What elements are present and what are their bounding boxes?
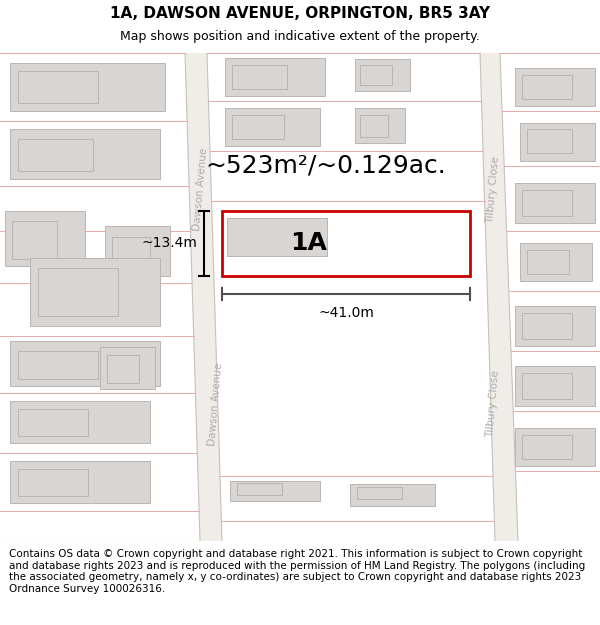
Bar (100, 347, 155, 389)
Bar (357, 487, 402, 499)
Bar (222, 211, 470, 276)
Bar (515, 306, 595, 346)
Bar (237, 483, 282, 495)
Bar (227, 218, 327, 256)
Text: Tilbury Close: Tilbury Close (485, 370, 501, 438)
Bar (522, 75, 572, 99)
Bar (232, 115, 284, 139)
Bar (10, 63, 165, 111)
Bar (520, 243, 592, 281)
Bar (230, 481, 320, 501)
Text: Contains OS data © Crown copyright and database right 2021. This information is : Contains OS data © Crown copyright and d… (9, 549, 585, 594)
Bar (18, 351, 98, 379)
Bar (12, 221, 57, 259)
Bar (18, 139, 93, 171)
Bar (515, 366, 595, 406)
Text: Dawson Avenue: Dawson Avenue (208, 362, 224, 446)
Bar (515, 68, 595, 106)
Bar (522, 373, 572, 399)
Bar (355, 108, 405, 143)
Bar (350, 484, 435, 506)
Bar (10, 401, 150, 443)
Bar (522, 435, 572, 459)
Bar (5, 211, 85, 266)
Bar (522, 313, 572, 339)
Bar (360, 65, 392, 85)
Bar (10, 461, 150, 503)
Bar (355, 59, 410, 91)
Bar (18, 409, 88, 436)
Text: ~13.4m: ~13.4m (141, 236, 197, 251)
Bar (527, 250, 569, 274)
Text: Dawson Avenue: Dawson Avenue (193, 148, 209, 231)
Polygon shape (185, 53, 222, 541)
Text: 1A, DAWSON AVENUE, ORPINGTON, BR5 3AY: 1A, DAWSON AVENUE, ORPINGTON, BR5 3AY (110, 6, 490, 21)
Bar (18, 469, 88, 496)
Bar (232, 65, 287, 89)
Bar (515, 428, 595, 466)
Bar (520, 123, 595, 161)
Bar (225, 108, 320, 146)
Bar (527, 129, 572, 153)
Bar (522, 190, 572, 216)
Text: Tilbury Close: Tilbury Close (485, 156, 501, 224)
Bar (515, 183, 595, 223)
Text: 1A: 1A (290, 231, 327, 256)
Bar (30, 258, 160, 326)
Text: ~523m²/~0.129ac.: ~523m²/~0.129ac. (206, 154, 446, 178)
Bar (105, 226, 170, 276)
Bar (10, 341, 160, 386)
Bar (18, 71, 98, 103)
Bar (107, 355, 139, 383)
Polygon shape (480, 53, 518, 541)
Bar (38, 268, 118, 316)
Bar (10, 129, 160, 179)
Bar (360, 115, 388, 137)
Text: ~41.0m: ~41.0m (318, 306, 374, 320)
Bar (225, 58, 325, 96)
Text: Map shows position and indicative extent of the property.: Map shows position and indicative extent… (120, 30, 480, 43)
Bar (112, 237, 150, 269)
